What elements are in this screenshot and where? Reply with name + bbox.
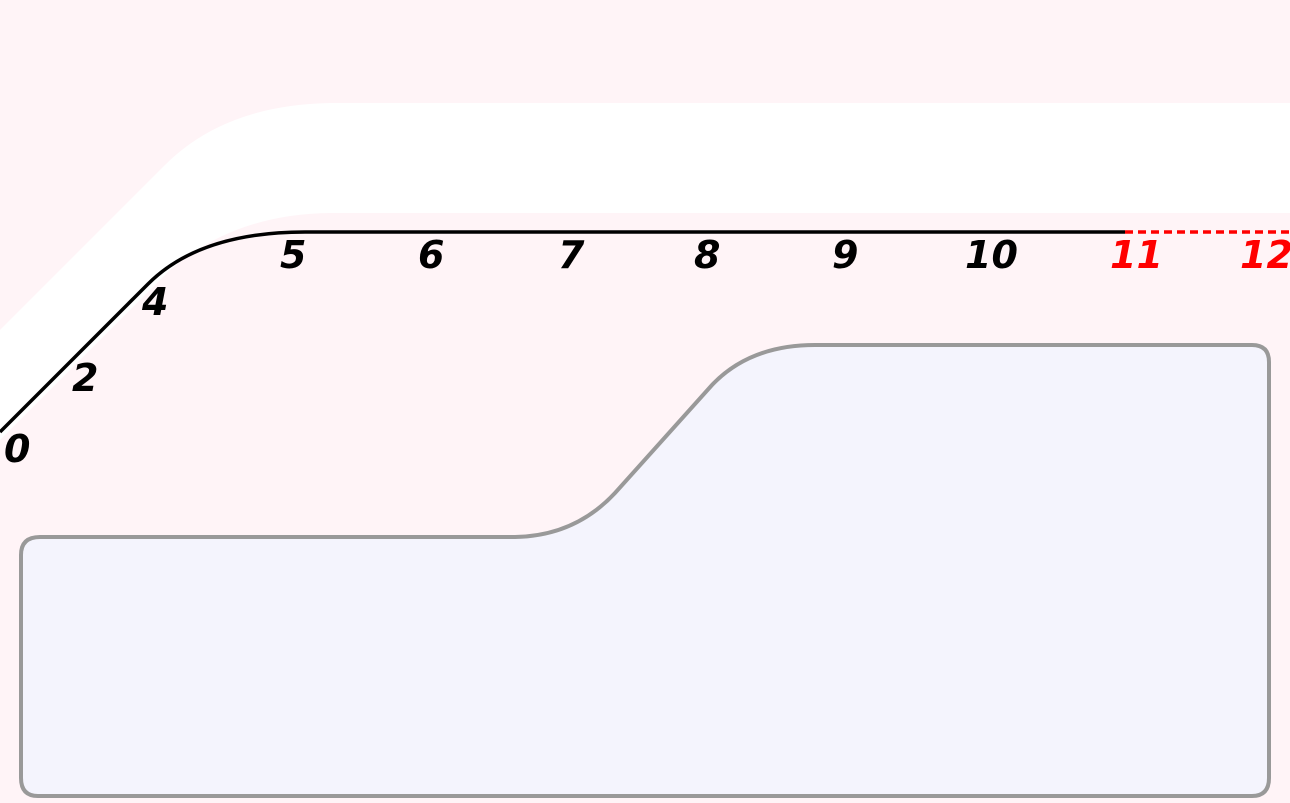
tick-label-0: 0: [4, 427, 30, 471]
tick-label-5: 5: [280, 233, 306, 277]
tick-label-9: 9: [832, 233, 858, 277]
tick-label-2: 2: [72, 356, 98, 400]
tick-labels: 0 2 4 5 6 7 8 9 10 11 12: [4, 233, 1290, 471]
tick-label-6: 6: [418, 233, 444, 277]
tick-label-4: 4: [141, 280, 168, 324]
tick-label-12: 12: [1240, 233, 1290, 277]
gauge-band: [0, 103, 1290, 440]
scale-line: [0, 230, 1125, 434]
tick-label-8: 8: [694, 233, 720, 277]
tick-label-10: 10: [965, 233, 1018, 277]
info-panel: [19, 343, 1271, 798]
tick-label-7: 7: [558, 233, 585, 277]
tick-label-11: 11: [1110, 233, 1163, 277]
